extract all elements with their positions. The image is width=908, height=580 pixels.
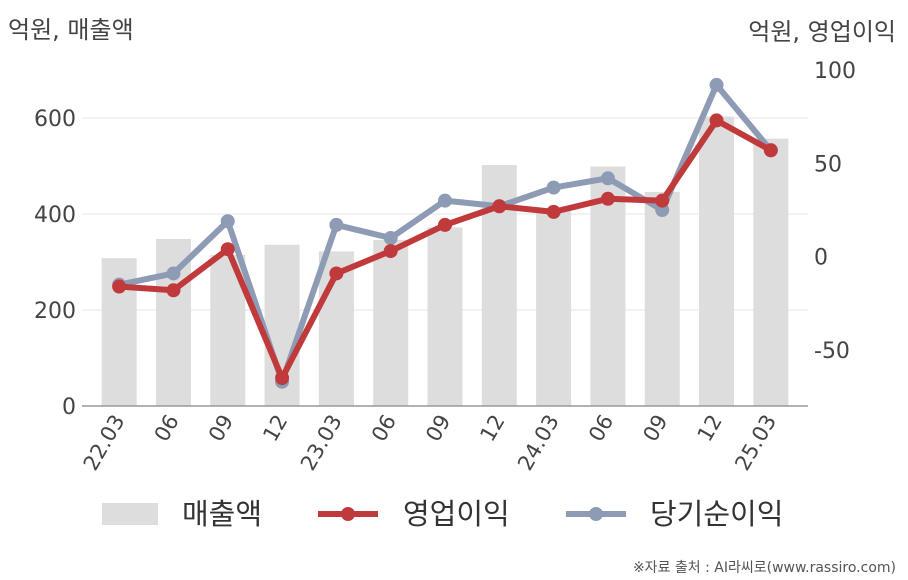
x-axis-tick-label: 09 [204, 411, 238, 446]
revenue-bar [590, 166, 626, 406]
operating-profit-point [329, 266, 344, 281]
left-axis-unit-label: 억원, 매출액 [8, 16, 134, 44]
net-income-point [220, 214, 235, 229]
legend-label-net-income: 당기순이익 [650, 497, 783, 531]
x-axis-tick-label: 06 [150, 411, 184, 446]
operating-profit-point [546, 204, 561, 219]
source-note: ※자료 출처 : AI라씨로(www.rassiro.com) [633, 560, 896, 576]
right-axis-unit-label: 억원, 영업이익 [748, 18, 896, 46]
legend: 매출액 영업이익 당기순이익 [102, 497, 783, 531]
operating-profit-point [709, 113, 724, 128]
legend-swatch-revenue [102, 503, 158, 525]
revenue-bar [427, 227, 463, 406]
operating-profit-point [438, 217, 452, 232]
revenue-bar [536, 208, 572, 406]
legend-swatch-operating-profit-marker [341, 507, 355, 521]
revenue-bar [373, 239, 409, 406]
right-axis-tick-label: 0 [814, 246, 828, 271]
x-axis-tick-label: 12 [475, 411, 509, 446]
operating-profit-point [383, 244, 398, 259]
net-income-point [329, 217, 344, 232]
net-income-point [600, 171, 615, 186]
right-axis-tick-label: -50 [814, 339, 850, 364]
x-axis-tick-label: 24.03 [513, 411, 564, 475]
x-axis-ticks: 22.03 06 09 12 23.03 06 09 12 24.03 06 09 12 25.03 [79, 411, 782, 475]
left-axis-tick-label: 0 [62, 395, 76, 420]
x-axis-tick-label: 06 [584, 411, 618, 446]
right-axis-ticks: -50 0 50 100 [814, 59, 856, 364]
revenue-bar [753, 138, 789, 406]
net-income-point [546, 180, 561, 195]
operating-profit-point [655, 193, 670, 208]
x-axis-tick-label: 25.03 [730, 411, 781, 475]
operating-profit-point [220, 242, 235, 257]
x-axis-tick-label: 12 [693, 411, 727, 446]
left-axis-tick-label: 200 [34, 299, 76, 324]
right-axis-tick-label: 100 [814, 59, 856, 84]
operating-profit-point [275, 371, 290, 385]
operating-profit-point [166, 283, 181, 298]
operating-profit-point [600, 191, 615, 206]
left-axis-ticks: 0 200 400 600 [34, 107, 76, 420]
x-axis-tick-label: 06 [367, 411, 401, 446]
x-axis-tick-label: 09 [421, 411, 455, 446]
legend-label-revenue: 매출액 [182, 497, 262, 531]
left-axis-tick-label: 600 [34, 107, 76, 132]
legend-label-operating-profit: 영업이익 [403, 497, 510, 531]
left-axis-tick-label: 400 [34, 203, 76, 228]
operating-profit-point [112, 279, 127, 294]
net-income-point [438, 193, 452, 208]
line-series [112, 77, 778, 389]
revenue-bar [699, 116, 735, 406]
net-income-point [383, 231, 398, 245]
x-axis-tick-label: 12 [258, 411, 292, 446]
operating-profit-point [763, 143, 778, 158]
x-axis-tick-label: 09 [638, 411, 672, 446]
revenue-bar [644, 191, 680, 406]
x-axis-tick-label: 23.03 [296, 411, 347, 475]
right-axis-tick-label: 50 [814, 152, 842, 177]
x-axis-tick-label: 22.03 [79, 411, 130, 475]
net-income-point [166, 266, 181, 281]
legend-swatch-net-income-marker [589, 507, 603, 521]
operating-profit-point [492, 199, 507, 214]
net-income-point [709, 77, 724, 92]
